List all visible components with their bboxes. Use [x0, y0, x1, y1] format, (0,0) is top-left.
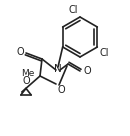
Text: O: O	[16, 47, 24, 57]
Text: N: N	[54, 64, 62, 74]
Text: Me: Me	[22, 69, 35, 78]
Text: O: O	[83, 66, 91, 76]
Text: O: O	[57, 85, 65, 95]
Text: Cl: Cl	[99, 48, 109, 58]
Text: Cl: Cl	[69, 5, 78, 15]
Text: O: O	[22, 76, 30, 86]
